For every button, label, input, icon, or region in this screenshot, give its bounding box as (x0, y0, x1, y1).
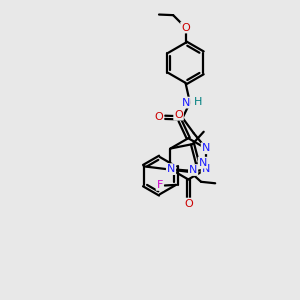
Text: O: O (184, 199, 193, 208)
Text: O: O (181, 22, 190, 32)
Text: N: N (199, 158, 207, 168)
Text: H: H (194, 97, 202, 107)
Text: N: N (167, 164, 175, 174)
Text: O: O (174, 110, 183, 120)
Text: O: O (154, 112, 164, 122)
Text: N: N (182, 98, 190, 108)
Text: N: N (202, 164, 210, 174)
Text: N: N (189, 165, 197, 175)
Text: N: N (202, 143, 210, 153)
Text: F: F (157, 180, 163, 190)
